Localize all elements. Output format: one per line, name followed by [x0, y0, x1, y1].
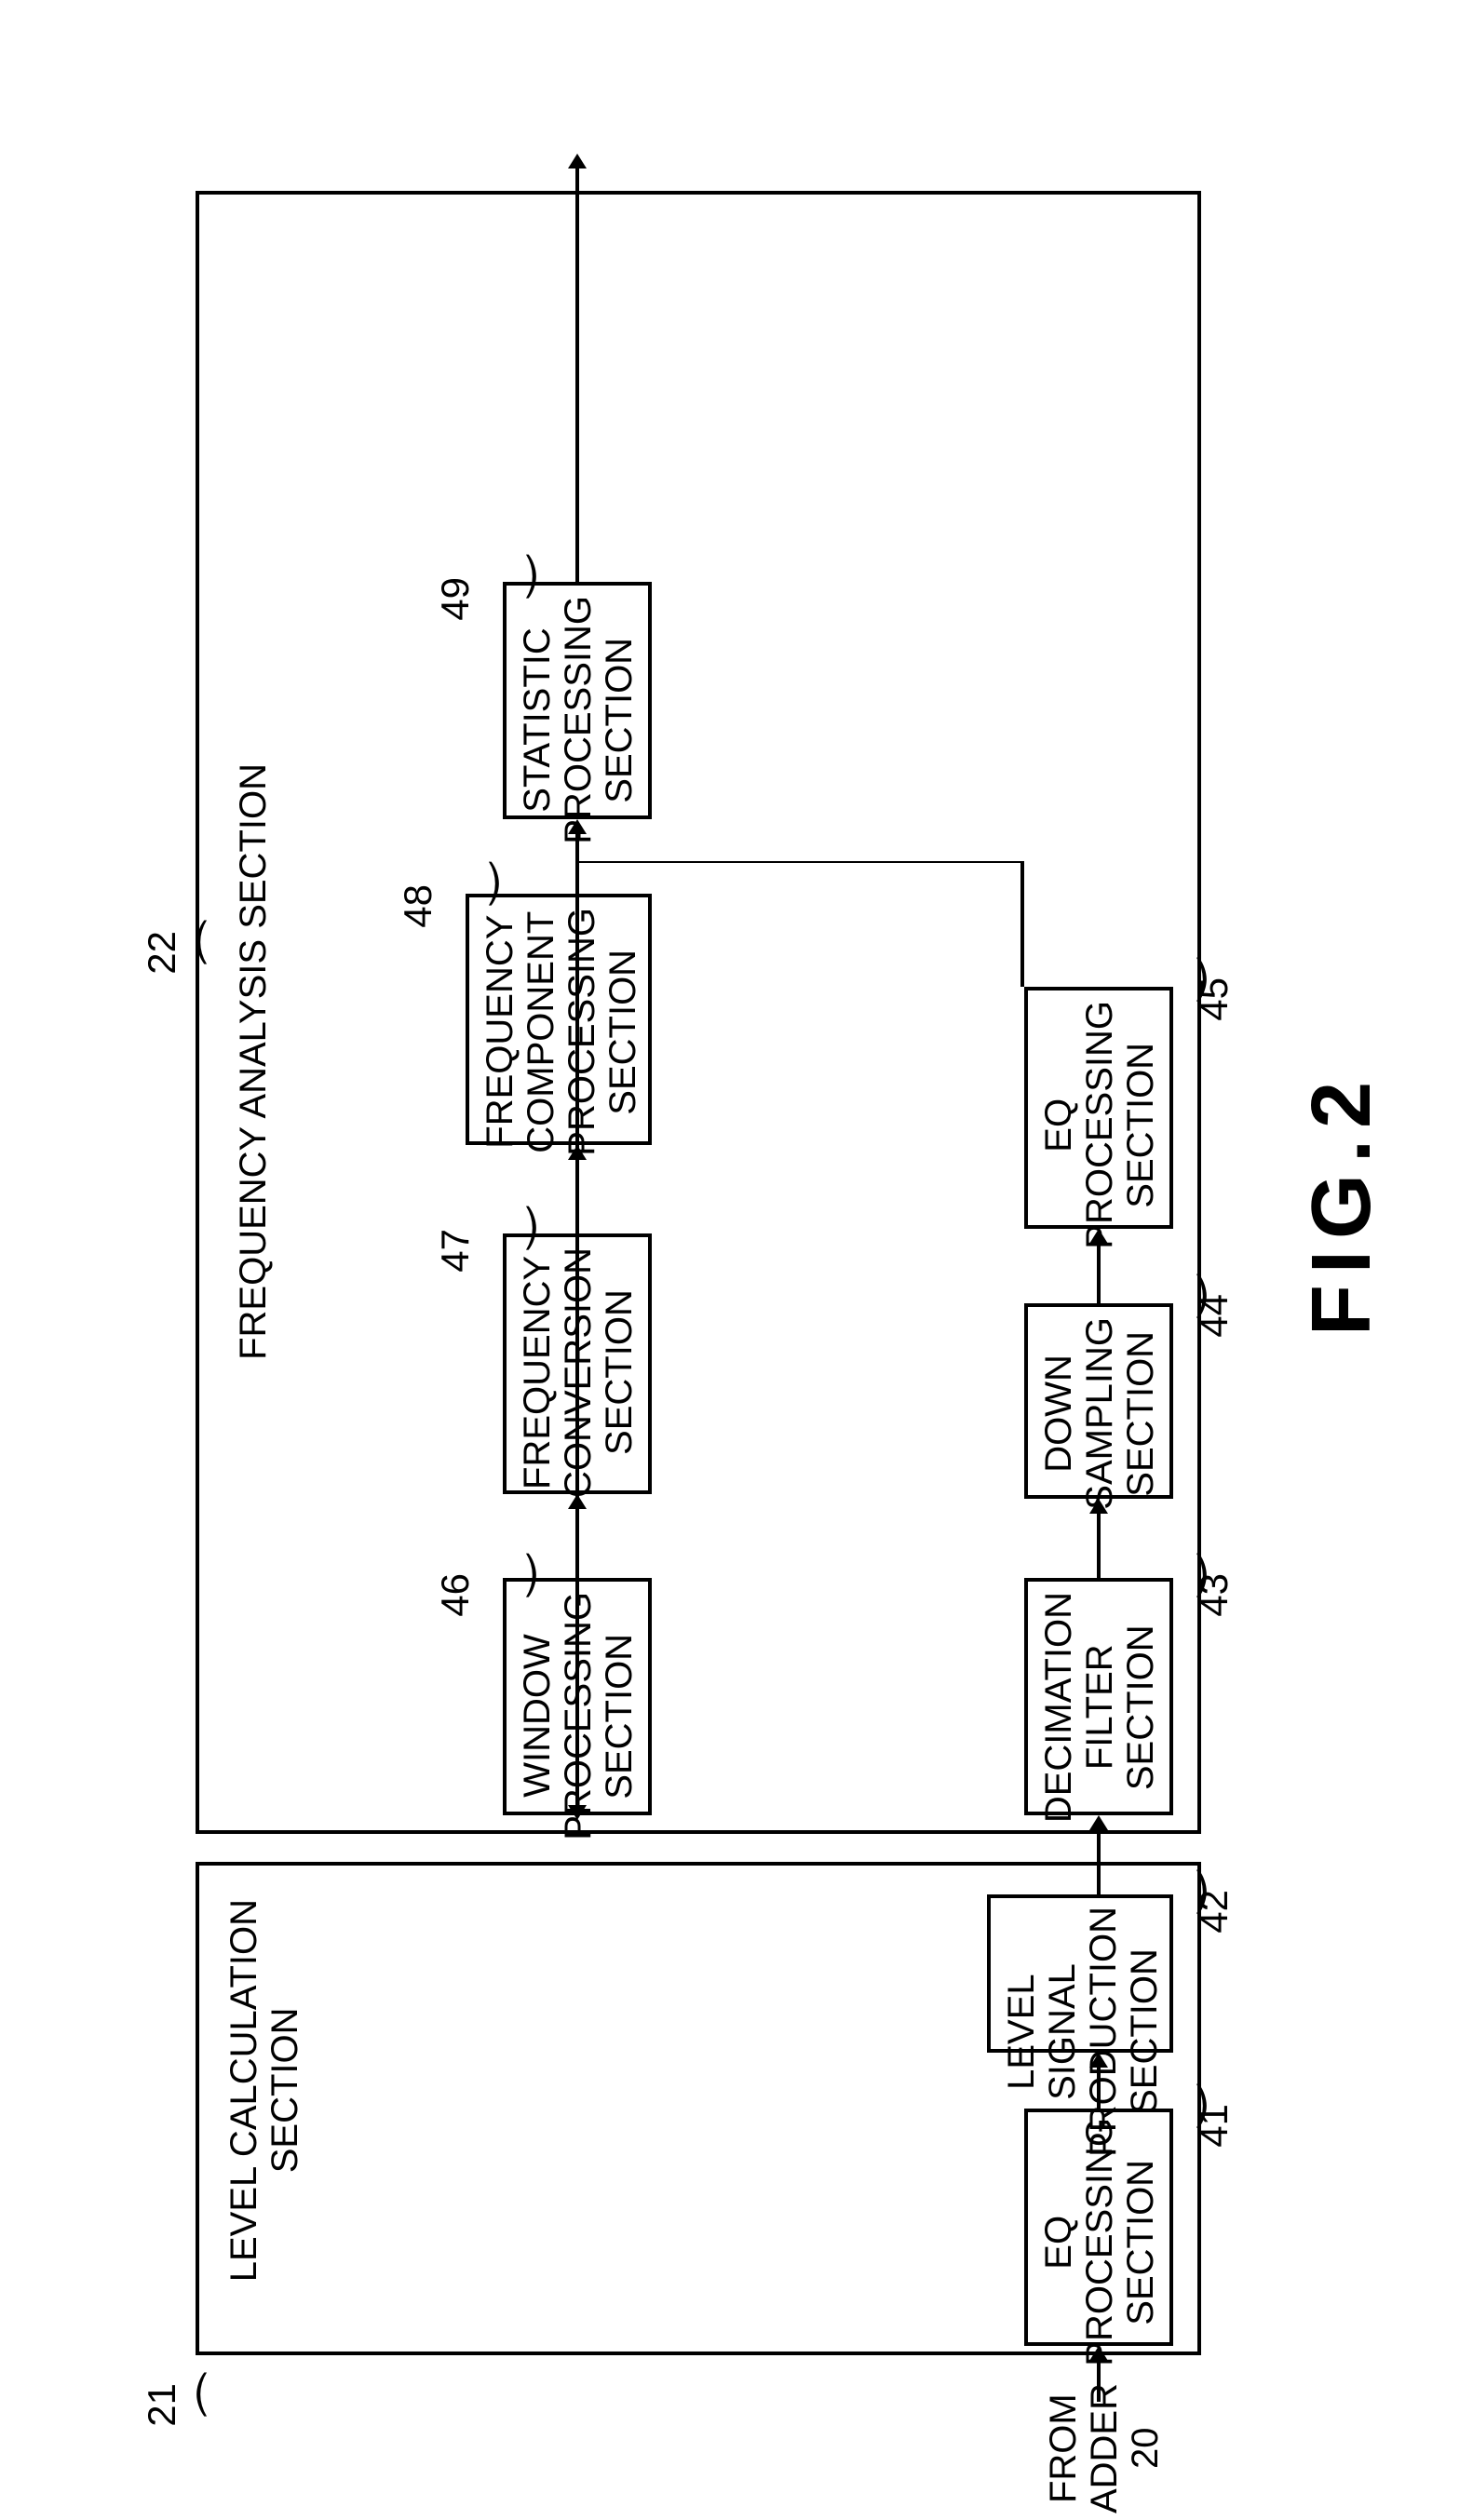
arrow-43-44	[1088, 1499, 1110, 1578]
frequency-analysis-section-label: FREQUENCY ANALYSIS SECTION	[233, 763, 274, 1360]
ref-48: 48	[396, 884, 440, 928]
block-43-label: DECIMATION FILTER SECTION	[1038, 1592, 1161, 1823]
block-49-label: STATISTIC PROCESSING SECTION	[517, 596, 640, 844]
ref-45: 45	[1192, 977, 1237, 1021]
arrow-47-48	[566, 1145, 588, 1233]
arrow-49-out	[566, 154, 588, 582]
ref-49: 49	[433, 577, 478, 621]
arrow-41-42	[1088, 2053, 1110, 2109]
level-calculation-section-label: LEVEL CALCULATION SECTION	[223, 1899, 305, 2282]
input-label: FROM ADDER 20	[1043, 2383, 1166, 2513]
ref-44: 44	[1192, 1294, 1237, 1338]
arrow-46-47	[566, 1494, 588, 1578]
arrow-44-45	[1088, 1229, 1110, 1303]
arrow-input-41	[1088, 2346, 1110, 2402]
curve-21: ⏜	[196, 2372, 250, 2417]
block-44-label: DOWN SAMPLING SECTION	[1038, 1317, 1161, 1510]
ref-46: 46	[433, 1573, 478, 1617]
arrow-48-49	[566, 819, 588, 894]
block-42-label: LEVEL SIGNAL PRODUCTION SECTION	[1001, 1907, 1165, 2157]
block-45-label: EQ PROCESSING SECTION	[1038, 1001, 1161, 1249]
arrow-45-46	[566, 861, 1027, 1820]
curve-49: ⏝	[480, 554, 534, 599]
figure-title: FIG.2	[1294, 1071, 1390, 1336]
curve-22: ⏜	[196, 920, 250, 964]
ref-41: 41	[1192, 2104, 1237, 2148]
curve-47: ⏝	[480, 1206, 534, 1250]
ref-22: 22	[140, 931, 184, 975]
curve-46: ⏝	[480, 1553, 534, 1597]
arrow-42-43	[1088, 1815, 1110, 1894]
ref-47: 47	[433, 1229, 478, 1273]
ref-43: 43	[1192, 1573, 1237, 1617]
curve-48: ⏝	[442, 861, 496, 906]
ref-21: 21	[140, 2383, 184, 2427]
ref-42: 42	[1192, 1890, 1237, 1934]
